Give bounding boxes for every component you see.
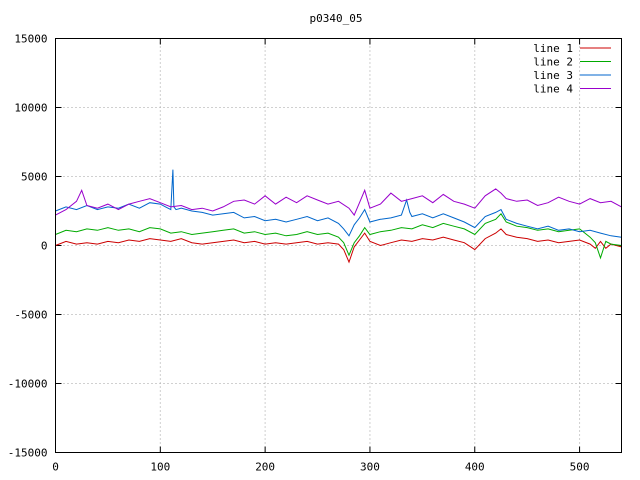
x-tick-label: 500 <box>570 461 590 474</box>
series-line-1 <box>55 228 622 264</box>
legend-label: line 1 <box>533 42 573 55</box>
grid <box>55 38 622 453</box>
x-tick-label: 400 <box>465 461 485 474</box>
plot-frame <box>55 38 622 453</box>
x-tick-label: 100 <box>150 461 170 474</box>
y-tick-label: 5000 <box>21 171 48 184</box>
y-tick-label: -10000 <box>8 378 48 391</box>
legend-label: line 3 <box>533 69 573 82</box>
x-tick-label: 200 <box>255 461 275 474</box>
x-tick-label: 300 <box>360 461 380 474</box>
axes: -15000 -10000 -5000 0 5000 10000 15000 0 100 200 3… <box>8 33 622 474</box>
y-tick-label: 15000 <box>14 33 47 46</box>
series-line-4 <box>55 188 622 217</box>
series-line-2 <box>55 212 622 260</box>
series-lines <box>55 169 622 264</box>
series-line-3 <box>55 169 622 238</box>
chart-title: p0340_05 <box>310 12 363 25</box>
legend-label: line 2 <box>533 56 573 69</box>
y-tick-label: 0 <box>41 240 48 253</box>
y-tick-label: 10000 <box>14 102 47 115</box>
legend-label: line 4 <box>533 83 573 96</box>
y-tick-label: -15000 <box>8 447 48 460</box>
y-tick-label: -5000 <box>14 309 47 322</box>
x-tick-label: 0 <box>52 461 59 474</box>
